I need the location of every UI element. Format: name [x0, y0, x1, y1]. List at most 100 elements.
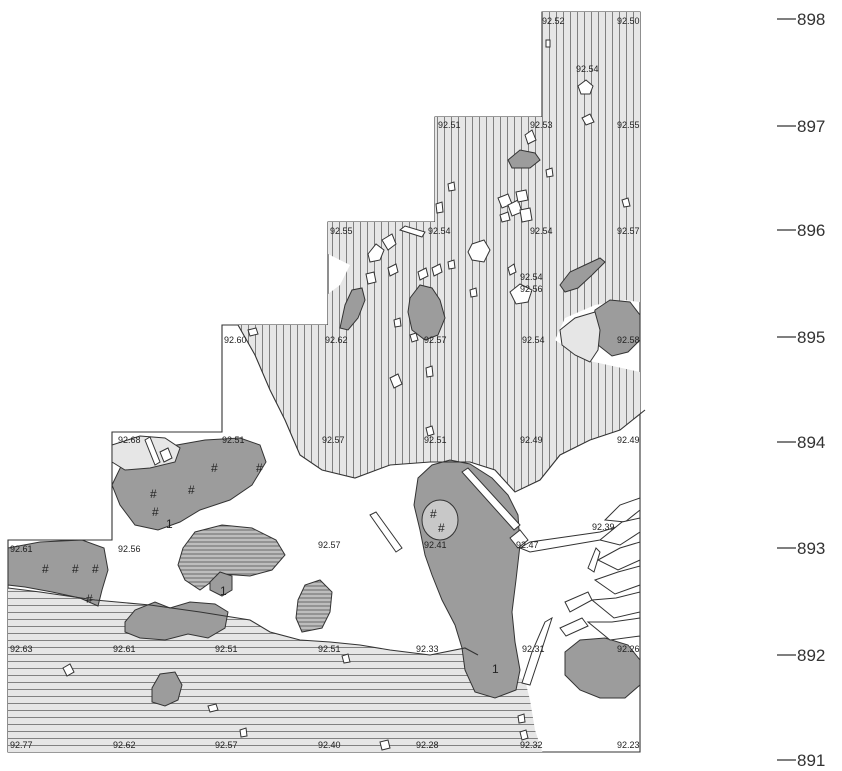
stone [577, 79, 594, 95]
stone [409, 332, 419, 343]
stone [417, 267, 429, 281]
feature [151, 671, 183, 707]
hash-mark: # [188, 483, 195, 497]
elevation-label: 92.26 [617, 644, 640, 654]
northing-label: 895 [797, 328, 825, 347]
elevation-label: 92.57 [318, 540, 341, 550]
elevation-label: 92.54 [530, 226, 553, 236]
stone [389, 373, 403, 389]
stone [365, 271, 377, 285]
timber [564, 591, 593, 613]
elevation-label: 92.57 [322, 435, 345, 445]
hash-marks: # # # # # # # # # # # [42, 461, 445, 606]
northing-scale: 898 897 896 895 894 893 892 891 [777, 10, 825, 770]
feature [564, 637, 641, 699]
northing-label: 898 [797, 10, 825, 29]
northing-label: 894 [797, 433, 825, 452]
light-patch [111, 435, 181, 471]
elevation-label: 92.54 [576, 64, 599, 74]
layer-markers: 1 1 1 [166, 517, 499, 676]
stones [62, 39, 631, 751]
stone [515, 189, 529, 203]
layer-marker: 1 [166, 517, 173, 531]
stone [447, 259, 456, 270]
stone [393, 317, 402, 328]
timber [590, 591, 641, 619]
stone [507, 263, 517, 276]
elevation-label: 92.23 [617, 740, 640, 750]
stone [545, 167, 554, 178]
stone [545, 39, 551, 48]
elevation-label: 92.61 [10, 544, 33, 554]
light-patch [421, 499, 459, 541]
elevation-label: 92.52 [542, 16, 565, 26]
hash-mark: # [42, 562, 49, 576]
northing-label: 891 [797, 751, 825, 770]
northing-label: 897 [797, 117, 825, 136]
elevation-labels: 92.52 92.50 92.54 92.51 92.53 92.55 92.5… [10, 16, 640, 750]
stone [469, 287, 478, 298]
timber [596, 541, 641, 571]
elevation-label: 92.51 [215, 644, 238, 654]
hash-mark: # [430, 507, 437, 521]
timber-structure [559, 497, 641, 641]
feature [7, 539, 109, 607]
elevation-label: 92.51 [438, 120, 461, 130]
hash-mark: # [256, 461, 263, 475]
hash-mark: # [150, 487, 157, 501]
stone [519, 207, 533, 223]
elevation-label: 92.68 [118, 435, 141, 445]
elevation-label: 92.56 [520, 284, 543, 294]
timber [586, 617, 641, 641]
deposit-boundary [237, 324, 646, 493]
hash-mark: # [152, 505, 159, 519]
northing-label: 892 [797, 646, 825, 665]
stone [581, 113, 595, 126]
elevation-label: 92.55 [617, 120, 640, 130]
elevation-label: 92.40 [318, 740, 341, 750]
stone [519, 729, 529, 741]
elevation-label: 92.41 [424, 540, 447, 550]
elevation-label: 92.58 [617, 335, 640, 345]
fine-hatch-patch [295, 579, 333, 633]
northing-label: 893 [797, 539, 825, 558]
stone [239, 727, 248, 738]
hash-mark: # [211, 461, 218, 475]
elevation-label: 92.77 [10, 740, 33, 750]
elevation-label: 92.51 [222, 435, 245, 445]
elevation-label: 92.50 [617, 16, 640, 26]
elevation-label: 92.60 [224, 335, 247, 345]
elevation-label: 92.53 [530, 120, 553, 130]
timber [598, 517, 641, 546]
stone [517, 713, 526, 724]
feature [407, 284, 446, 341]
timber-features [144, 225, 641, 686]
elevation-label: 92.49 [617, 435, 640, 445]
elevation-label: 92.49 [520, 435, 543, 445]
timber [521, 616, 553, 686]
stone [499, 211, 511, 223]
stone [425, 425, 435, 437]
hash-mark: # [92, 562, 99, 576]
stone [621, 197, 631, 208]
elevation-label: 92.57 [215, 740, 238, 750]
stone [62, 663, 75, 677]
vertical-hatch-deposit [238, 12, 640, 492]
feature [559, 257, 606, 293]
elevation-label: 92.62 [113, 740, 136, 750]
elevation-label: 92.47 [516, 540, 539, 550]
timber [461, 467, 521, 531]
elevation-label: 92.28 [416, 740, 439, 750]
elevation-label: 92.51 [424, 435, 447, 445]
timber [509, 529, 529, 549]
stone [207, 703, 219, 713]
elevation-label: 92.57 [617, 226, 640, 236]
deposit-boundary [7, 587, 479, 656]
elevation-label: 92.54 [520, 272, 543, 282]
stone [524, 129, 537, 145]
hash-mark: # [86, 592, 93, 606]
light-patch [559, 311, 601, 363]
timber [559, 617, 589, 637]
stone [159, 447, 173, 463]
